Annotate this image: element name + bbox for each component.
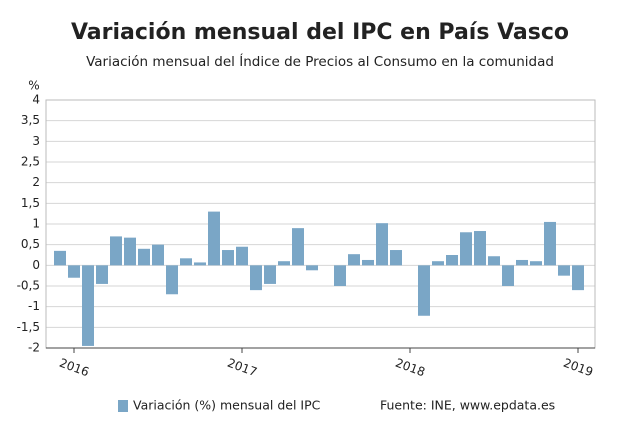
chart-title: Variación mensual del IPC en País Vasco [71,20,569,45]
bar [488,256,500,266]
bar [460,232,472,266]
y-tick-label: 0 [32,258,40,272]
bar [124,237,136,266]
bar [82,265,94,346]
bar [110,236,122,266]
bar [250,265,262,291]
bar [194,262,206,266]
bar [376,223,388,266]
y-tick-label: 2,5 [21,155,40,169]
legend-label: Variación (%) mensual del IPC [133,398,321,413]
bar [418,265,430,316]
y-tick-label: 1 [32,217,40,231]
bar [348,254,360,266]
bar [572,265,584,291]
bar [152,244,164,266]
source: Fuente: INE, www.epdata.es [380,398,555,413]
bar [54,250,66,266]
bar [236,246,248,266]
bar [138,248,150,266]
chart-subtitle: Variación mensual del Índice de Precios … [86,53,554,70]
bar [334,265,346,286]
bar [558,265,570,276]
y-tick-label: -2 [28,341,40,355]
bar [292,228,304,266]
y-tick-label: 3 [32,134,40,148]
bar [474,231,486,266]
bar [278,261,290,266]
bar [96,265,108,284]
y-tick-label: 2 [32,175,40,189]
bar [180,258,192,266]
bar [222,250,234,266]
bar [264,265,276,284]
bar [390,250,402,266]
bar [544,221,556,266]
bar [530,261,542,266]
bar [362,259,374,266]
bar [446,255,458,266]
bar [68,265,80,278]
y-unit: % [28,79,39,93]
bar [432,261,444,266]
bar [516,259,528,266]
bar [166,265,178,295]
y-tick-label: -1,5 [17,320,40,334]
bar [208,211,220,266]
y-tick-label: 3,5 [21,113,40,127]
bar [502,265,514,286]
y-tick-label: -1 [28,299,40,313]
y-tick-label: 0,5 [21,237,40,251]
y-tick-label: 4 [32,93,40,107]
legend-swatch [118,400,128,412]
y-tick-label: 1,5 [21,196,40,210]
y-tick-label: -0,5 [17,279,40,293]
bar [306,265,318,271]
